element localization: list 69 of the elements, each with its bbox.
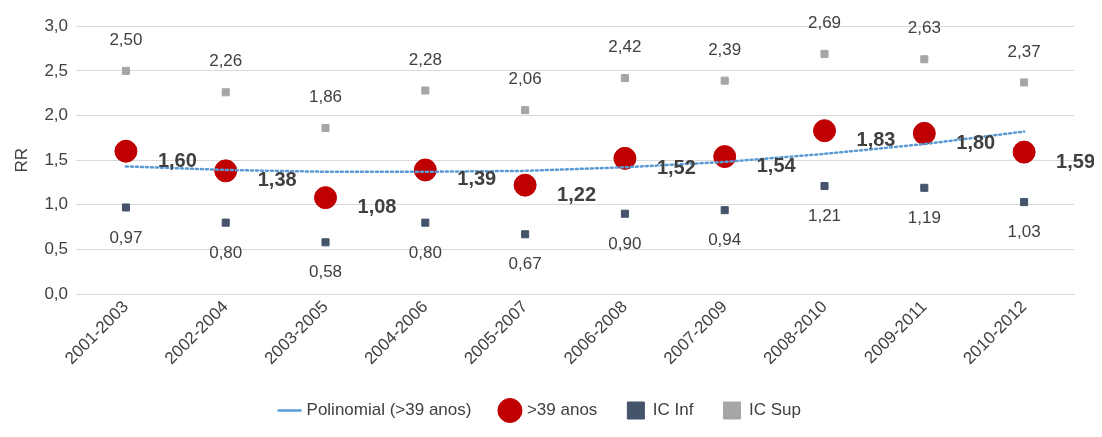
data-label: 1,60 — [157, 148, 197, 171]
point — [521, 106, 530, 115]
point — [114, 139, 138, 163]
point — [121, 66, 130, 75]
point — [221, 218, 230, 227]
data-label: 1,22 — [557, 182, 597, 205]
point — [321, 238, 330, 247]
point — [221, 88, 230, 97]
data-label: 0,58 — [308, 262, 343, 282]
data-label: 2,63 — [907, 18, 941, 38]
point — [421, 218, 430, 227]
legend-label: IC Sup — [748, 400, 801, 420]
y-tick-label: 2,5 — [44, 60, 69, 80]
point — [620, 209, 629, 218]
data-label: 0,80 — [408, 242, 442, 262]
data-label: 0,94 — [708, 230, 742, 250]
data-label: 1,38 — [257, 168, 297, 191]
data-label: 1,08 — [357, 195, 397, 218]
data-label: 0,67 — [508, 254, 542, 274]
point — [1020, 198, 1029, 207]
data-label: 1,19 — [907, 208, 941, 228]
data-label: 2,69 — [807, 13, 842, 33]
point — [521, 230, 530, 239]
y-tick-label: 0,5 — [44, 239, 69, 259]
point — [813, 119, 837, 143]
legend-label: IC Inf — [652, 400, 694, 420]
point — [613, 146, 637, 170]
point — [413, 158, 437, 182]
point — [920, 183, 929, 192]
point — [820, 49, 829, 58]
point — [321, 123, 330, 133]
legend-label: Polinomial (>39 anos) — [306, 400, 472, 420]
data-label: 0,97 — [109, 227, 143, 247]
data-label: 2,37 — [1007, 41, 1041, 61]
point — [513, 173, 537, 197]
data-label: 1,86 — [308, 87, 343, 107]
point — [720, 76, 729, 85]
data-label: 2,50 — [109, 30, 143, 50]
point — [820, 182, 829, 191]
data-label: 0,80 — [209, 242, 243, 262]
legend-label: >39 anos — [526, 400, 598, 420]
data-label: 2,28 — [408, 49, 442, 69]
point — [1020, 78, 1029, 87]
y-axis-title: RR — [11, 147, 31, 173]
data-label: 2,39 — [708, 39, 742, 59]
y-tick-label: 1,0 — [44, 194, 69, 214]
data-label: 1,21 — [807, 206, 842, 226]
point — [121, 203, 130, 212]
data-label: 0,90 — [608, 233, 642, 253]
data-label: 2,42 — [608, 37, 642, 57]
data-label: 2,06 — [508, 69, 542, 89]
point — [720, 206, 729, 215]
y-tick-label: 3,0 — [44, 15, 69, 35]
data-label: 2,26 — [209, 51, 243, 71]
y-tick-label: 0,0 — [44, 283, 69, 303]
y-tick-label: 2,0 — [44, 105, 69, 125]
point — [912, 121, 936, 145]
point — [314, 186, 338, 210]
point — [620, 73, 629, 83]
y-tick-label: 1,5 — [44, 149, 69, 169]
data-label: 1,83 — [856, 128, 896, 151]
point — [920, 55, 929, 64]
data-label: 1,03 — [1007, 222, 1041, 242]
data-label: 1,59 — [1056, 149, 1096, 172]
data-label: 1,54 — [756, 154, 797, 177]
point — [1012, 140, 1036, 164]
data-label: 1,39 — [457, 167, 497, 190]
point — [421, 86, 430, 95]
data-label: 1,80 — [956, 130, 996, 153]
